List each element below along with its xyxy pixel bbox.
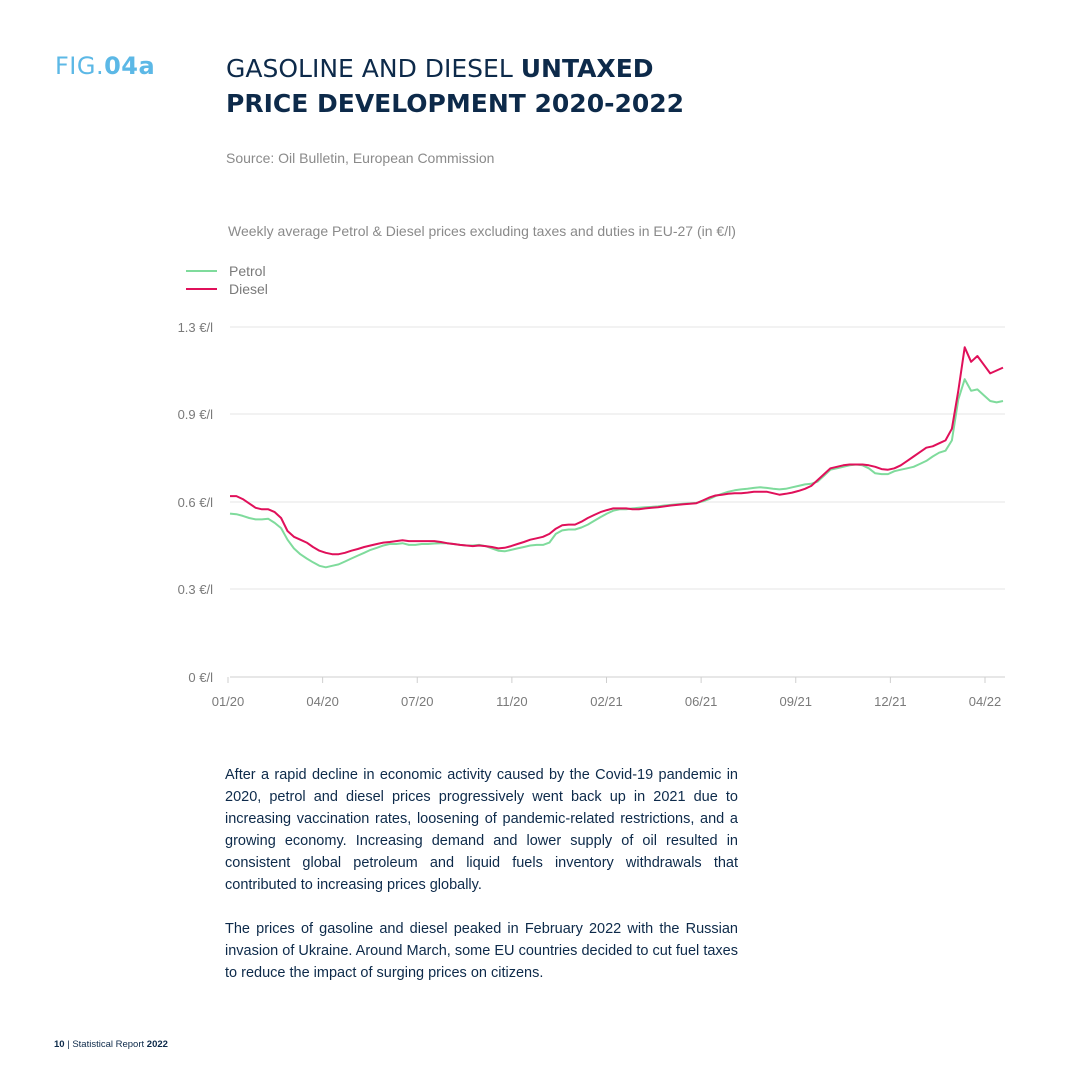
footer-year: 2022 — [146, 1039, 168, 1050]
x-tick-label: 06/21 — [685, 694, 718, 709]
legend-swatch-diesel — [186, 288, 217, 290]
x-tick-label: 12/21 — [874, 694, 907, 709]
y-tick-label: 0.3 €/l — [178, 582, 214, 597]
y-tick-label: 0.9 €/l — [178, 407, 214, 422]
figure-title: GASOLINE AND DIESEL UNTAXED PRICE DEVELO… — [226, 51, 684, 121]
x-tick-label: 01/20 — [212, 694, 245, 709]
petrol-line — [229, 378, 1004, 569]
legend-swatch-petrol — [186, 270, 217, 272]
footer-report-label: Statistical Report — [72, 1039, 147, 1050]
legend-label-diesel: Diesel — [229, 281, 268, 297]
chart-title: Weekly average Petrol & Diesel prices ex… — [228, 223, 736, 239]
y-tick-label: 1.3 €/l — [178, 320, 214, 335]
title-bold-part-1: UNTAXED — [520, 54, 654, 83]
y-tick-label: 0.6 €/l — [178, 495, 214, 510]
x-tick-label: 04/22 — [969, 694, 1002, 709]
page-number: 10 — [54, 1039, 65, 1050]
chart-legend: Petrol Diesel — [186, 262, 268, 298]
x-tick-label: 02/21 — [590, 694, 623, 709]
legend-item-diesel: Diesel — [186, 280, 268, 298]
body-paragraph-1: After a rapid decline in economic activi… — [225, 767, 738, 893]
figure-label: FIG.04a — [55, 52, 155, 80]
line-chart: 0 €/l 0.3 €/l 0.6 €/l 0.9 €/l 1.3 €/l 01/20 04… — [178, 320, 1005, 709]
figure-label-number: 04a — [104, 52, 156, 80]
page-footer: 10 | Statistical Report 2022 — [54, 1039, 168, 1050]
legend-label-petrol: Petrol — [229, 263, 266, 279]
figure-source: Source: Oil Bulletin, European Commissio… — [226, 150, 495, 166]
x-tick-label: 04/20 — [306, 694, 339, 709]
title-bold-part-2: PRICE DEVELOPMENT 2020-2022 — [226, 89, 685, 118]
x-tick-label: 09/21 — [779, 694, 812, 709]
body-text: After a rapid decline in economic activi… — [225, 764, 738, 1006]
footer-separator: | — [64, 1039, 73, 1050]
x-tick-label: 11/20 — [496, 694, 528, 709]
body-paragraph-2: The prices of gasoline and diesel peaked… — [225, 921, 738, 981]
diesel-line — [230, 346, 1004, 556]
figure-label-prefix: FIG. — [55, 52, 105, 80]
title-light-part: GASOLINE AND DIESEL — [226, 54, 521, 83]
y-tick-label: 0 €/l — [188, 670, 213, 685]
x-tick-label: 07/20 — [401, 694, 434, 709]
legend-item-petrol: Petrol — [186, 262, 268, 280]
